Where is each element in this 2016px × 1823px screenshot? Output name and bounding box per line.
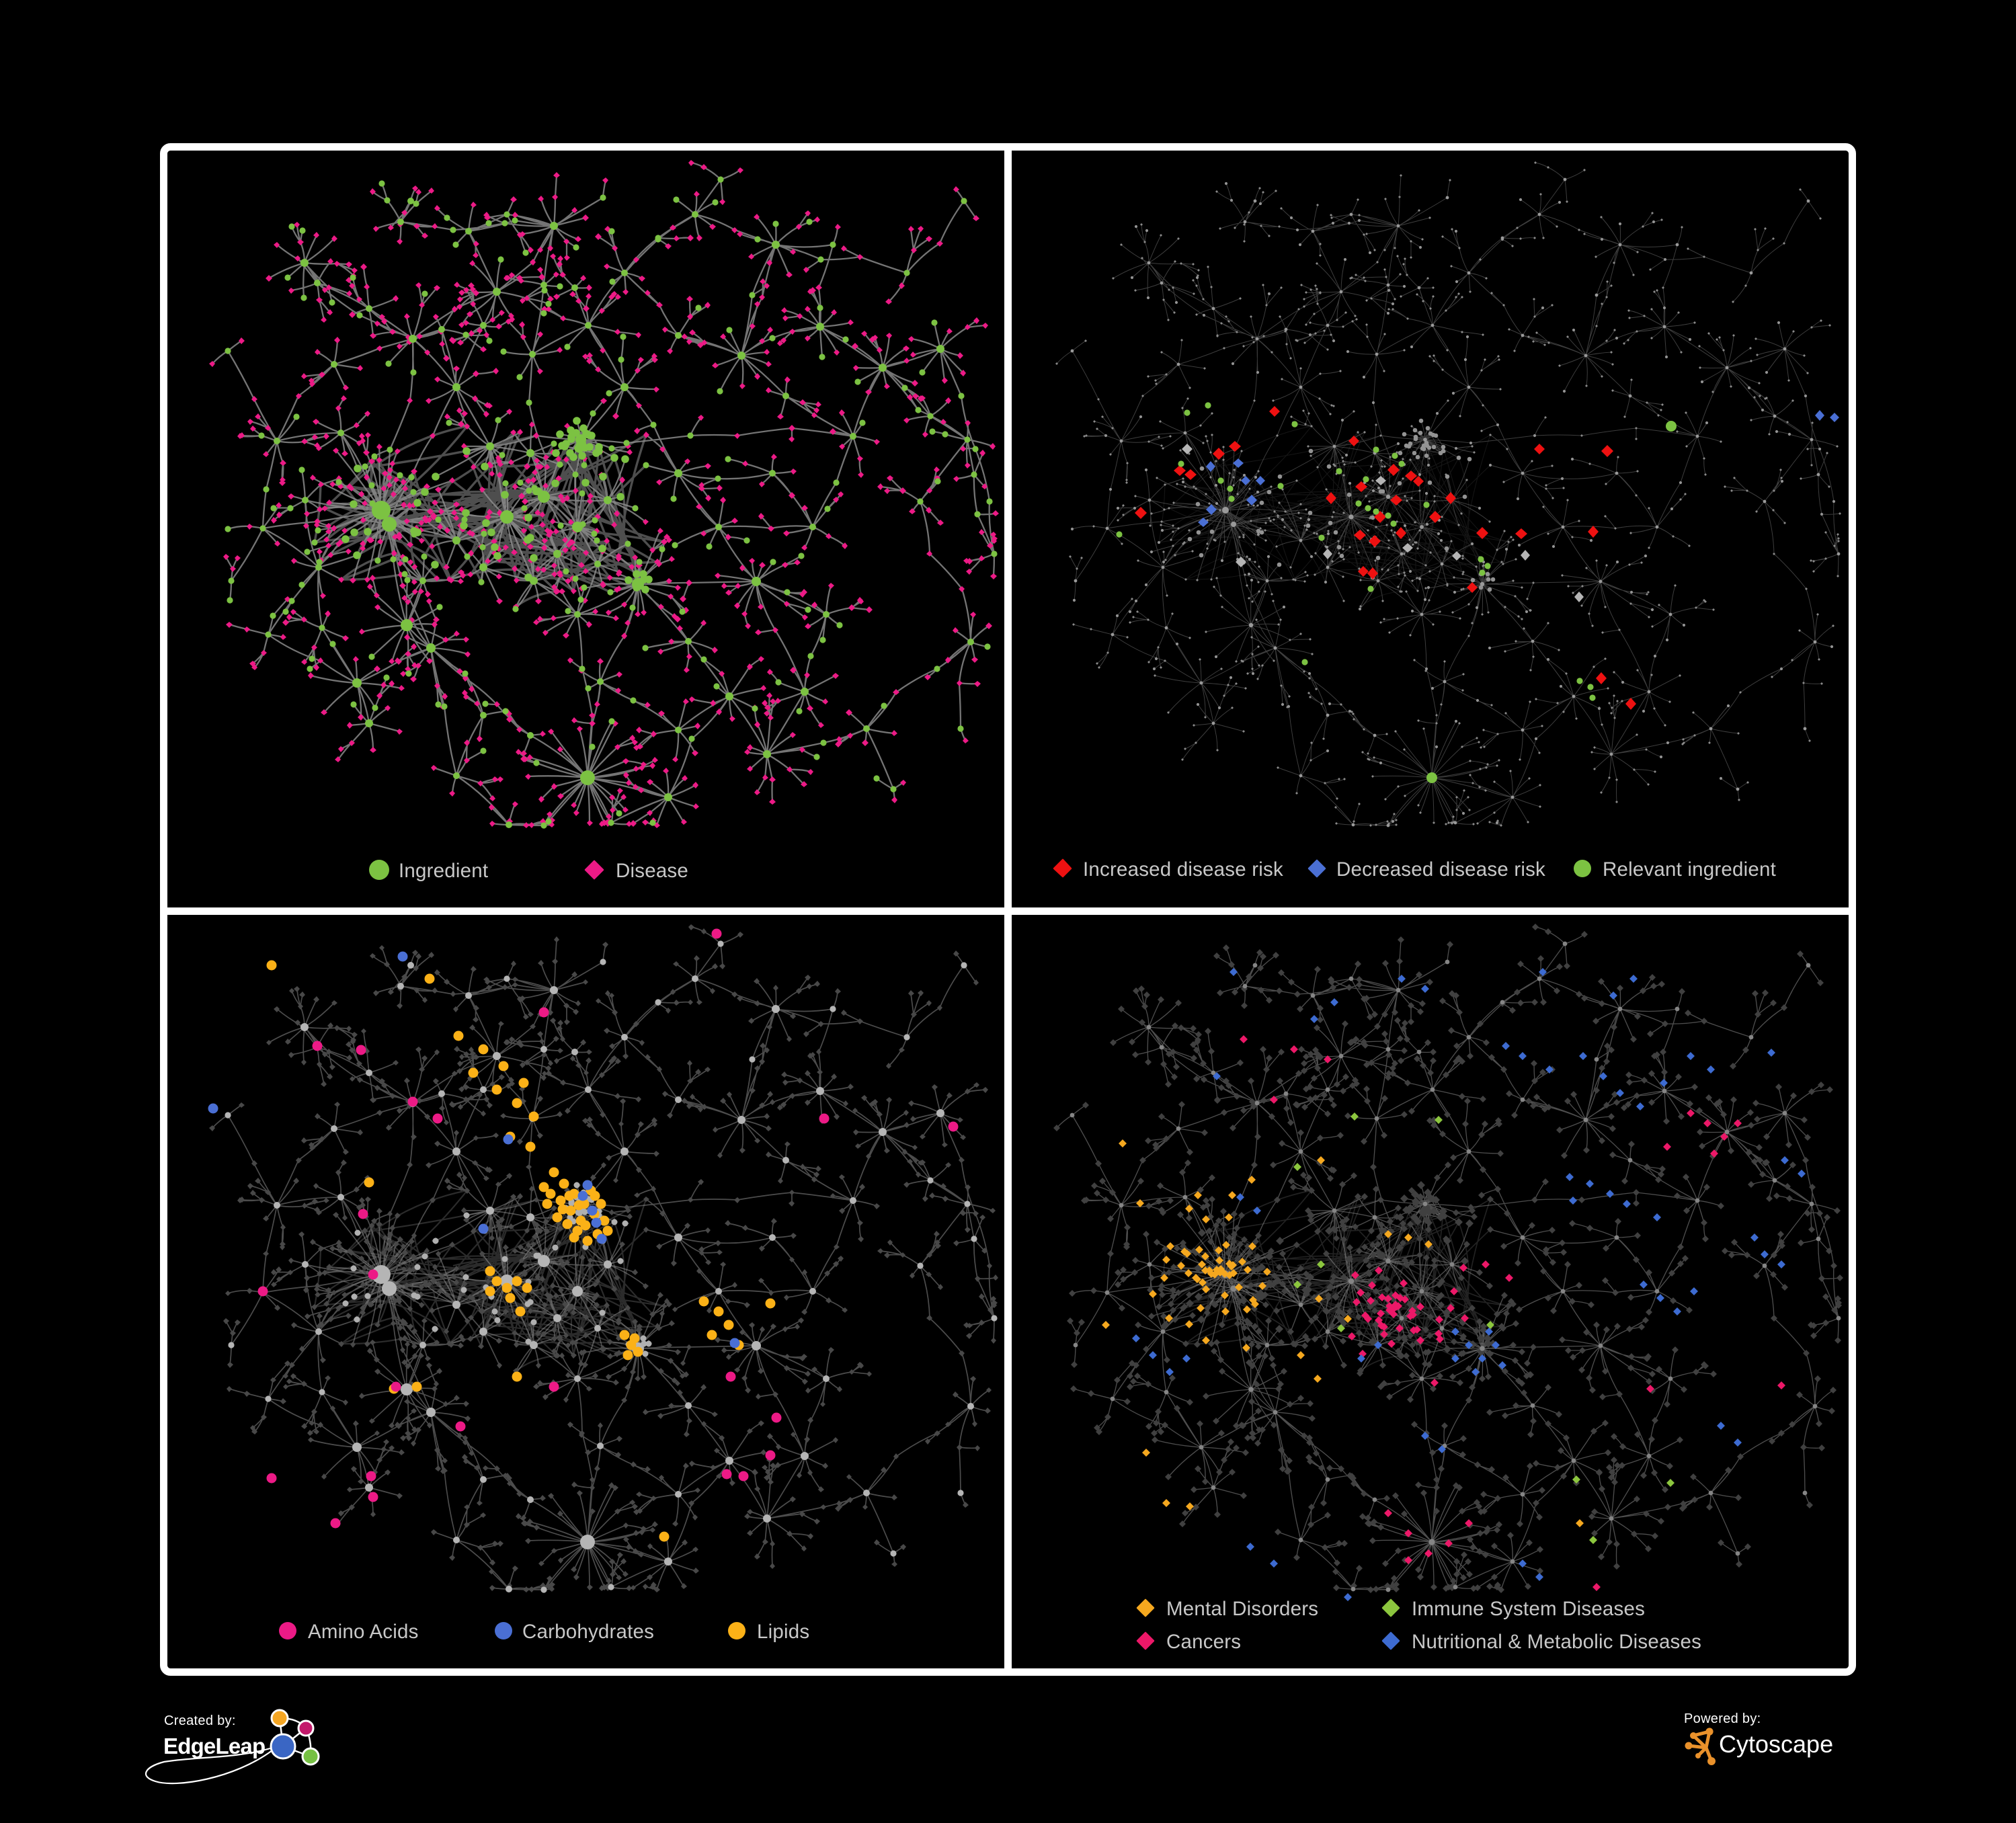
svg-text:Cytoscape: Cytoscape [1719, 1730, 1833, 1758]
svg-text:Cancers: Cancers [1166, 1631, 1241, 1653]
svg-text:Amino Acids: Amino Acids [308, 1621, 419, 1643]
svg-text:Ingredient: Ingredient [399, 860, 488, 882]
svg-text:Increased disease risk: Increased disease risk [1083, 858, 1283, 881]
svg-text:EdgeLeap: EdgeLeap [163, 1734, 265, 1758]
svg-text:Mental Disorders: Mental Disorders [1166, 1598, 1318, 1620]
svg-text:Decreased disease risk: Decreased disease risk [1336, 858, 1545, 881]
svg-text:Powered by:: Powered by: [1684, 1711, 1761, 1726]
svg-text:Relevant ingredient: Relevant ingredient [1603, 858, 1776, 881]
svg-text:Created by:: Created by: [164, 1713, 236, 1728]
svg-text:Carbohydrates: Carbohydrates [522, 1621, 654, 1643]
svg-text:Immune System Diseases: Immune System Diseases [1412, 1598, 1645, 1620]
svg-text:Lipids: Lipids [757, 1621, 809, 1643]
svg-text:Nutritional & Metabolic Diseas: Nutritional & Metabolic Diseases [1412, 1631, 1701, 1653]
svg-text:Disease: Disease [616, 860, 688, 882]
